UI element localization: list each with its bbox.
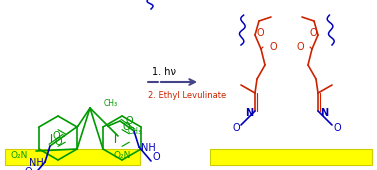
Bar [5,149,140,165]
Text: O₂N: O₂N [11,151,28,160]
Text: O: O [256,28,264,38]
Text: CH₃: CH₃ [104,99,118,108]
Bar [210,149,372,165]
Text: O: O [122,122,130,132]
Text: O: O [269,42,277,52]
Text: O: O [152,152,160,162]
Text: O: O [296,42,304,52]
Text: O: O [232,123,240,133]
Text: 2. Ethyl Levulinate: 2. Ethyl Levulinate [148,90,226,99]
Text: O: O [125,116,133,126]
Text: O₂N: O₂N [114,151,131,160]
Text: CH₃: CH₃ [128,126,142,135]
Text: NH: NH [141,143,155,153]
Text: N: N [320,108,328,118]
Text: NH: NH [29,158,43,168]
Text: N: N [245,108,253,118]
Text: O: O [333,123,341,133]
Text: 1. hν: 1. hν [152,67,176,77]
Text: O: O [309,28,317,38]
Text: O: O [52,131,60,141]
Text: O: O [24,167,32,170]
Text: O: O [54,137,62,147]
